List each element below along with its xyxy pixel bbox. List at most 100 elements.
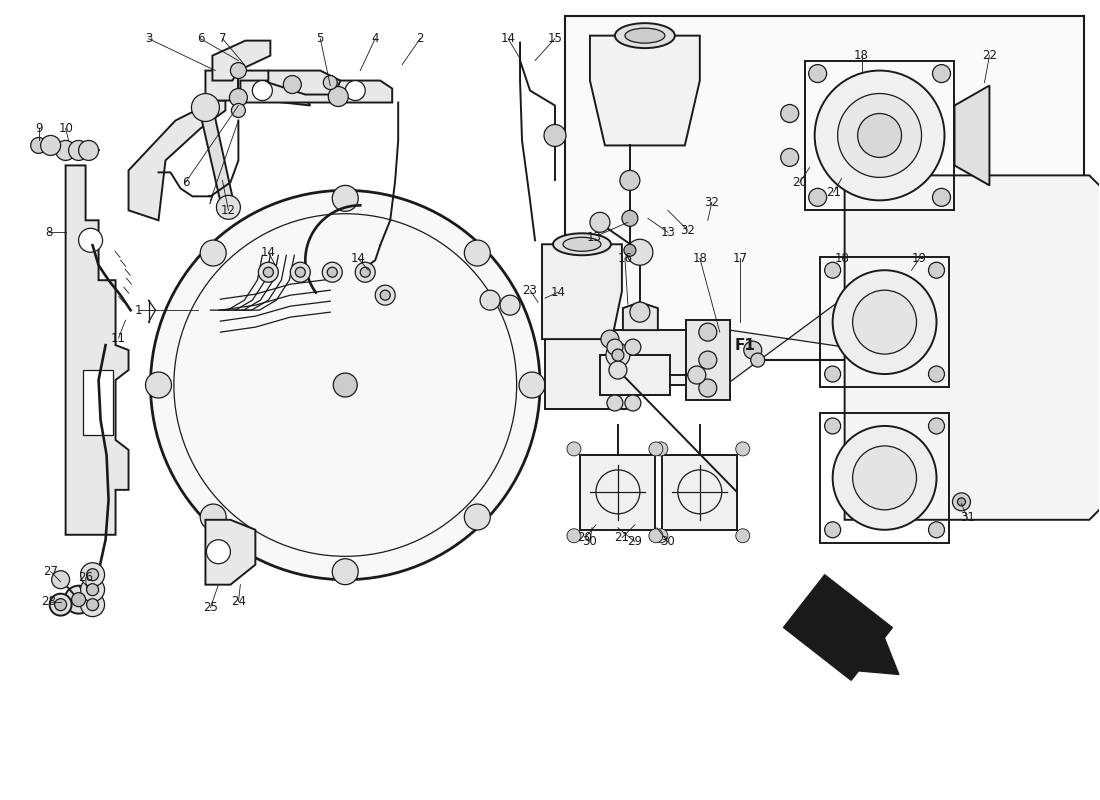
Circle shape <box>649 529 663 542</box>
Circle shape <box>41 135 60 155</box>
Polygon shape <box>590 36 700 146</box>
Circle shape <box>781 105 799 122</box>
Circle shape <box>230 62 246 78</box>
Circle shape <box>928 366 945 382</box>
Circle shape <box>566 529 581 542</box>
Circle shape <box>360 267 371 278</box>
Text: 31: 31 <box>960 511 975 524</box>
Circle shape <box>750 353 764 367</box>
Text: 18: 18 <box>834 252 849 265</box>
Circle shape <box>566 442 581 456</box>
Text: 20: 20 <box>792 176 807 189</box>
Ellipse shape <box>615 23 674 48</box>
Text: 14: 14 <box>351 252 365 265</box>
Polygon shape <box>206 70 310 106</box>
Polygon shape <box>542 244 621 339</box>
Circle shape <box>627 239 653 266</box>
Circle shape <box>607 395 623 411</box>
Circle shape <box>620 170 640 190</box>
Polygon shape <box>600 355 670 395</box>
Circle shape <box>328 267 338 278</box>
Circle shape <box>606 343 630 367</box>
Polygon shape <box>662 455 737 530</box>
Circle shape <box>688 366 706 384</box>
Circle shape <box>852 446 916 510</box>
Polygon shape <box>241 81 393 102</box>
Circle shape <box>698 323 717 341</box>
Circle shape <box>55 598 67 610</box>
Circle shape <box>621 210 638 226</box>
Text: 11: 11 <box>111 332 126 345</box>
Polygon shape <box>212 41 271 81</box>
Polygon shape <box>685 320 729 400</box>
Circle shape <box>833 270 936 374</box>
Text: 29: 29 <box>627 535 642 548</box>
Circle shape <box>928 522 945 538</box>
Circle shape <box>500 295 520 315</box>
Text: 22: 22 <box>982 49 997 62</box>
Circle shape <box>808 65 827 82</box>
Circle shape <box>612 349 624 361</box>
Text: 1: 1 <box>135 304 142 317</box>
Circle shape <box>52 570 69 589</box>
Circle shape <box>653 442 668 456</box>
Circle shape <box>72 593 86 606</box>
Circle shape <box>833 426 936 530</box>
Polygon shape <box>129 101 226 220</box>
Circle shape <box>519 372 544 398</box>
Circle shape <box>50 594 72 616</box>
Text: maranello
marketplace: maranello marketplace <box>289 313 471 448</box>
Circle shape <box>295 267 306 278</box>
Text: 17: 17 <box>733 252 747 265</box>
Text: 20: 20 <box>578 531 593 544</box>
Text: 9: 9 <box>35 122 43 135</box>
Bar <box>565 16 1085 360</box>
Circle shape <box>736 529 750 542</box>
Bar <box>820 413 949 542</box>
Text: 16: 16 <box>617 252 632 265</box>
Text: 6: 6 <box>182 176 189 189</box>
Polygon shape <box>198 106 235 210</box>
Polygon shape <box>955 86 989 186</box>
Circle shape <box>625 395 641 411</box>
Text: 26: 26 <box>78 571 94 584</box>
Circle shape <box>837 94 922 178</box>
Circle shape <box>375 285 395 305</box>
Circle shape <box>217 195 241 219</box>
Text: 32: 32 <box>704 196 719 209</box>
Circle shape <box>625 339 641 355</box>
Ellipse shape <box>625 28 664 43</box>
Text: 3: 3 <box>145 32 152 45</box>
Circle shape <box>328 86 349 106</box>
Circle shape <box>928 262 945 278</box>
Circle shape <box>607 339 623 355</box>
Text: 13: 13 <box>660 226 675 238</box>
Circle shape <box>624 244 636 256</box>
Polygon shape <box>268 70 340 94</box>
Text: 23: 23 <box>522 284 538 297</box>
Circle shape <box>858 114 902 158</box>
Circle shape <box>56 141 76 161</box>
Circle shape <box>333 373 358 397</box>
Circle shape <box>284 75 301 94</box>
Polygon shape <box>783 574 899 680</box>
Polygon shape <box>613 330 690 385</box>
Text: 32: 32 <box>681 224 695 237</box>
Text: 12: 12 <box>221 204 235 217</box>
Circle shape <box>31 138 46 154</box>
Circle shape <box>698 351 717 369</box>
Polygon shape <box>729 297 845 382</box>
Circle shape <box>191 94 219 122</box>
Circle shape <box>263 267 273 278</box>
Circle shape <box>332 186 359 211</box>
Circle shape <box>345 81 365 101</box>
Circle shape <box>825 366 840 382</box>
Polygon shape <box>66 166 129 534</box>
Circle shape <box>698 379 717 397</box>
Text: 7: 7 <box>219 32 227 45</box>
Text: F1: F1 <box>735 338 756 353</box>
Circle shape <box>928 418 945 434</box>
Text: 19: 19 <box>912 252 927 265</box>
Circle shape <box>653 529 668 542</box>
Circle shape <box>87 598 99 610</box>
